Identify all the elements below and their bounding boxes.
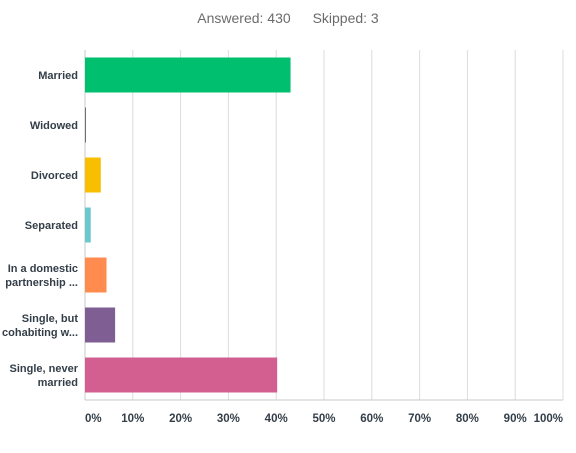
response-stats: Answered: 430 Skipped: 3 [0, 10, 576, 26]
x-tick-label: 60% [360, 413, 383, 425]
bar[interactable] [85, 257, 107, 293]
x-tick-label: 80% [456, 413, 479, 425]
bar[interactable] [85, 107, 86, 143]
bar[interactable] [85, 57, 291, 93]
skipped-count: Skipped: 3 [312, 10, 379, 26]
category-label: Single, but cohabiting w... [2, 313, 78, 339]
answered-count: Answered: 430 [197, 10, 291, 26]
bar[interactable] [85, 157, 101, 193]
category-label: Widowed [30, 120, 78, 132]
bar[interactable] [85, 207, 91, 243]
category-label: Married [38, 70, 78, 82]
x-tick-label: 10% [121, 413, 144, 425]
category-label: In a domestic partnership ... [5, 263, 78, 289]
x-tick-label: 40% [265, 413, 288, 425]
x-tick-labels: 0% 10% 20% 30% 40% 50% 60% 70% 80% 90% 100% [85, 413, 563, 425]
x-tick-label: 20% [169, 413, 192, 425]
x-tick-label: 100% [534, 413, 563, 425]
x-tick-label: 50% [312, 413, 335, 425]
category-label: Single, never married [10, 363, 79, 389]
category-label: Separated [25, 220, 78, 232]
bar[interactable] [85, 307, 116, 343]
bar[interactable] [85, 357, 278, 393]
gridlines [84, 50, 564, 401]
x-tick-label: 30% [217, 413, 240, 425]
x-tick-label: 0% [85, 413, 102, 425]
x-tick-label: 70% [408, 413, 431, 425]
category-labels: Married Widowed Divorced Separated In a dome… [2, 70, 79, 389]
bars [85, 57, 291, 393]
category-label: Divorced [31, 170, 78, 182]
x-tick-label: 90% [504, 413, 527, 425]
